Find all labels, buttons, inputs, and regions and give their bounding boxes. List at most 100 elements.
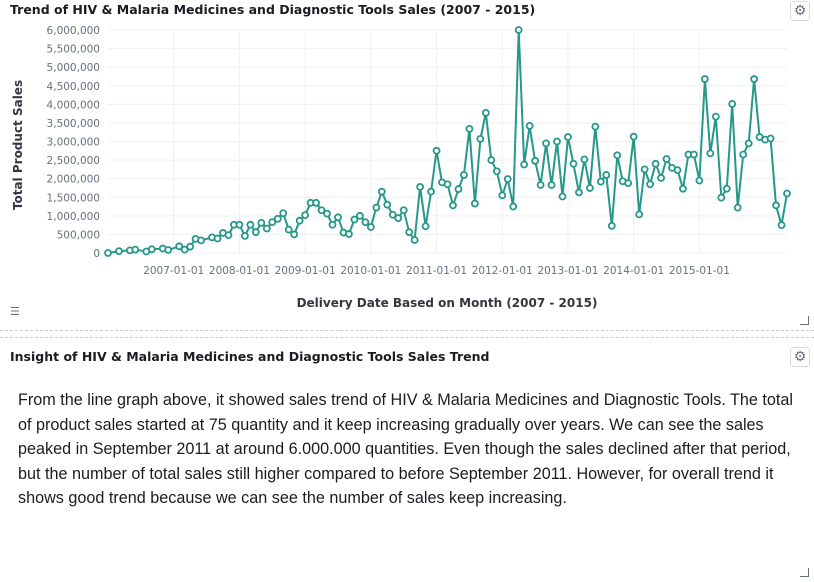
data-point	[711, 112, 720, 121]
data-point	[525, 121, 534, 130]
data-point	[695, 176, 704, 185]
resize-handle-icon[interactable]	[800, 316, 809, 325]
data-point	[131, 245, 140, 254]
data-point	[323, 209, 331, 218]
data-point	[268, 218, 277, 227]
data-point	[542, 139, 550, 148]
data-point	[553, 137, 561, 146]
data-point	[613, 151, 622, 160]
data-point	[558, 192, 567, 201]
data-point	[750, 75, 759, 83]
y-tick-label: 500,000	[57, 229, 100, 241]
data-point	[498, 191, 507, 200]
data-point	[520, 160, 529, 169]
data-point	[635, 210, 644, 219]
data-point	[607, 221, 616, 230]
data-point	[465, 124, 474, 133]
data-point	[115, 247, 123, 256]
data-point	[733, 203, 742, 212]
x-tick-label: 2013-01-01	[537, 265, 598, 277]
data-point	[728, 100, 737, 108]
data-point	[739, 150, 748, 159]
data-point	[410, 236, 419, 244]
gear-icon[interactable]: ⚙	[790, 1, 810, 21]
y-tick-label: 5,000,000	[47, 62, 100, 74]
gear-icon[interactable]: ⚙	[790, 347, 810, 367]
data-point	[279, 209, 288, 218]
data-point	[377, 187, 386, 196]
y-tick-label: 4,000,000	[47, 99, 100, 111]
x-tick-label: 2008-01-01	[209, 265, 270, 277]
y-tick-label: 6,000,000	[47, 25, 100, 37]
data-point	[492, 167, 501, 176]
data-point	[273, 214, 282, 223]
x-tick-label: 2014-01-01	[603, 265, 664, 277]
sales-line-chart: 0 500,000 1,000,000 1,500,000 2,000,000 2,500…	[11, 25, 791, 310]
data-point	[470, 199, 479, 208]
data-point	[460, 171, 468, 179]
series-points	[104, 26, 791, 257]
data-point	[257, 218, 266, 227]
data-point	[487, 156, 496, 164]
data-point	[416, 182, 425, 191]
x-tick-label: 2011-01-01	[406, 265, 467, 277]
data-point	[673, 166, 682, 175]
data-point	[421, 222, 430, 231]
chart-grid	[108, 29, 787, 254]
data-point	[575, 188, 583, 197]
data-point	[388, 210, 397, 219]
resize-handle-icon[interactable]	[800, 568, 809, 577]
data-point	[334, 213, 342, 222]
y-tick-label: 0	[93, 248, 100, 260]
data-point	[246, 220, 255, 229]
legend-toggle-icon[interactable]: ☰	[10, 305, 20, 318]
data-point	[476, 134, 485, 143]
data-point	[564, 133, 572, 141]
data-point	[366, 223, 375, 231]
data-point	[640, 165, 649, 174]
data-point	[394, 214, 403, 222]
data-point	[345, 230, 353, 238]
data-point	[662, 155, 671, 163]
y-tick-label: 1,500,000	[47, 192, 100, 204]
x-tick-label: 2007-01-01	[143, 265, 204, 277]
y-tick-label: 5,500,000	[47, 44, 100, 56]
y-tick-label: 3,500,000	[47, 118, 100, 130]
data-point	[596, 177, 605, 186]
data-point	[679, 184, 687, 193]
data-point	[690, 150, 698, 159]
data-point	[147, 245, 156, 254]
data-point	[427, 187, 435, 196]
data-point	[104, 249, 112, 257]
data-point	[350, 215, 359, 224]
data-point	[355, 211, 364, 220]
x-tick-label: 2012-01-01	[472, 265, 533, 277]
data-point	[175, 242, 184, 251]
data-point	[569, 159, 578, 168]
data-point	[372, 203, 381, 212]
x-axis-ticks: 2007-01-01 2008-01-01 2009-01-01 2010-01-01…	[143, 265, 730, 277]
insight-text: From the line graph above, it showed sal…	[18, 391, 794, 507]
data-point	[481, 108, 490, 117]
data-point	[509, 202, 518, 211]
data-point	[383, 200, 392, 209]
x-tick-label: 2015-01-01	[669, 265, 730, 277]
data-point	[717, 193, 726, 202]
data-point	[317, 206, 326, 215]
data-point	[224, 231, 233, 240]
y-tick-label: 4,500,000	[47, 81, 100, 93]
data-point	[580, 155, 589, 164]
y-tick-label: 3,000,000	[47, 137, 100, 149]
data-point	[657, 174, 665, 182]
insight-panel-title: Insight of HIV & Malaria Medicines and D…	[10, 349, 490, 364]
data-point	[706, 149, 715, 158]
data-point	[646, 180, 655, 189]
data-point	[443, 180, 452, 189]
x-axis-label: Delivery Date Based on Month (2007 - 201…	[297, 296, 598, 310]
data-point	[251, 228, 260, 237]
y-axis-ticks: 0 500,000 1,000,000 1,500,000 2,000,000 2,500…	[47, 25, 100, 260]
data-point	[284, 225, 293, 234]
data-point	[651, 159, 660, 168]
data-point	[700, 75, 709, 83]
panel-divider	[0, 330, 814, 331]
